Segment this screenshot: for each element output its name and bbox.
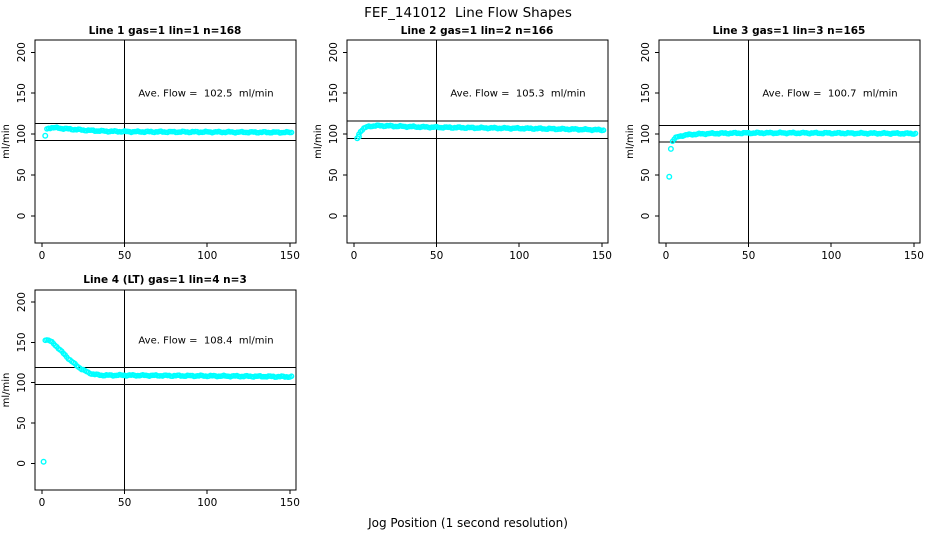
outlier-point bbox=[40, 458, 47, 465]
x-tick-label: 50 bbox=[118, 250, 131, 262]
x-tick-label: 100 bbox=[197, 497, 217, 509]
x-tick-label: 100 bbox=[509, 250, 529, 262]
y-tick-label: 0 bbox=[16, 460, 28, 467]
panel-2-title: Line 2 gas=1 lin=2 n=166 bbox=[400, 25, 554, 37]
plot-box bbox=[34, 289, 297, 491]
y-tick-label: 150 bbox=[640, 83, 652, 103]
panel-2-axes: 0 50 100 150 0 50 100 150 200 ml/min bbox=[313, 39, 612, 262]
y-axis-label: ml/min bbox=[1, 373, 12, 408]
x-tick-label: 100 bbox=[821, 250, 841, 262]
y-tick-label: 100 bbox=[640, 124, 652, 144]
x-tick-label: 0 bbox=[39, 497, 46, 509]
x-tick-label: 0 bbox=[351, 250, 358, 262]
panel-2-data-points bbox=[354, 122, 607, 142]
x-tick-label: 50 bbox=[742, 250, 755, 262]
panel-1-title: Line 1 gas=1 lin=1 n=168 bbox=[88, 25, 242, 37]
plot-box bbox=[346, 39, 609, 244]
y-tick-label: 50 bbox=[16, 168, 28, 181]
y-tick-label: 150 bbox=[16, 83, 28, 103]
y-tick-label: 50 bbox=[16, 416, 28, 429]
x-tick-label: 150 bbox=[280, 250, 300, 262]
y-tick-label: 200 bbox=[16, 292, 28, 312]
y-tick-label: 200 bbox=[640, 42, 652, 62]
x-tick-label: 0 bbox=[39, 250, 46, 262]
x-tick-label: 100 bbox=[197, 250, 217, 262]
x-axis-title: Jog Position (1 second resolution) bbox=[368, 516, 568, 530]
x-tick-label: 150 bbox=[904, 250, 924, 262]
x-tick-label: 0 bbox=[663, 250, 670, 262]
y-tick-label: 200 bbox=[328, 42, 340, 62]
x-tick-label: 50 bbox=[118, 497, 131, 509]
outlier-point bbox=[666, 173, 673, 180]
outlier-point bbox=[355, 133, 362, 140]
outlier-point bbox=[42, 132, 49, 139]
panel-3-data-points bbox=[666, 129, 919, 180]
x-tick-label: 150 bbox=[592, 250, 612, 262]
panel-1-data-points bbox=[42, 124, 295, 139]
y-axis-label: ml/min bbox=[1, 124, 12, 159]
panel-3-title: Line 3 gas=1 lin=3 n=165 bbox=[712, 25, 866, 37]
y-tick-label: 200 bbox=[16, 42, 28, 62]
y-axis-label: ml/min bbox=[313, 124, 324, 159]
panel-4-axes: 0 50 100 150 0 50 100 150 200 ml/min bbox=[1, 289, 300, 509]
panel-1-ave-flow-annotation: Ave. Flow = 102.5 ml/min bbox=[138, 88, 274, 100]
panel-4-title: Line 4 (LT) gas=1 lin=4 n=3 bbox=[83, 274, 247, 286]
y-tick-label: 150 bbox=[16, 332, 28, 352]
panel-2-ave-flow-annotation: Ave. Flow = 105.3 ml/min bbox=[450, 88, 586, 100]
outlier-point bbox=[667, 145, 674, 152]
y-tick-label: 150 bbox=[328, 83, 340, 103]
panel-4-data-points bbox=[40, 337, 295, 465]
panel-3-axes: 0 50 100 150 0 50 100 150 200 ml/min bbox=[625, 39, 924, 262]
x-tick-label: 150 bbox=[280, 497, 300, 509]
plot-box bbox=[34, 39, 297, 244]
x-tick-label: 50 bbox=[430, 250, 443, 262]
y-tick-label: 0 bbox=[328, 213, 340, 220]
figure-title: FEF_141012 Line Flow Shapes bbox=[364, 5, 572, 21]
panel-3-ave-flow-annotation: Ave. Flow = 100.7 ml/min bbox=[762, 88, 898, 100]
y-tick-label: 0 bbox=[640, 213, 652, 220]
y-tick-label: 100 bbox=[16, 373, 28, 393]
panel-1-axes: 0 50 100 150 0 50 100 150 200 ml/min bbox=[1, 39, 300, 262]
y-tick-label: 50 bbox=[328, 168, 340, 181]
y-tick-label: 100 bbox=[16, 124, 28, 144]
y-tick-label: 100 bbox=[328, 124, 340, 144]
y-tick-label: 50 bbox=[640, 168, 652, 181]
y-axis-label: ml/min bbox=[625, 124, 636, 159]
panel-4-ave-flow-annotation: Ave. Flow = 108.4 ml/min bbox=[138, 335, 274, 347]
y-tick-label: 0 bbox=[16, 213, 28, 220]
